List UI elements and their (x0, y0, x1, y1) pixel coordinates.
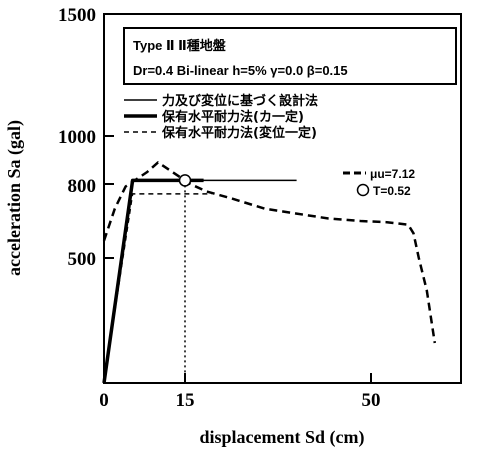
plot-frame (103, 13, 462, 384)
y-tick-label-500: 500 (68, 249, 97, 270)
info-box-line1: Type Ⅱ Ⅱ種地盤 (133, 38, 227, 53)
x-tick-label-15: 15 (176, 390, 195, 411)
series-line-3 (102, 161, 437, 344)
series-line-2 (103, 193, 212, 384)
legend: 力及び変位に基づく設計法 保有水平耐力法(カ一定) 保有水平耐力法(変位一定) (124, 93, 318, 141)
legend-label-1: 保有水平耐力法(カ一定) (161, 109, 304, 125)
series-line-0 (103, 179, 297, 384)
mu-annotation-label: μu=7.12 (370, 167, 415, 181)
design-point-marker (178, 174, 192, 187)
y-tick-label-800: 800 (68, 176, 97, 197)
x-axis-label: displacement Sd (cm) (200, 427, 365, 448)
y-tick-label-1000: 1000 (58, 127, 96, 148)
data-layer (102, 161, 437, 384)
info-box-line2: Dr=0.4 Bi-linear h=5% γ=0.0 β=0.15 (133, 63, 348, 78)
period-annotation-label: T=0.52 (373, 184, 411, 198)
x-tick-label-0: 0 (99, 390, 109, 411)
y-tick-label-1500: 1500 (58, 5, 96, 26)
period-annotation-marker (356, 183, 370, 197)
legend-label-2: 保有水平耐力法(変位一定) (161, 125, 317, 141)
y-axis-label: acceleration Sa (gal) (4, 120, 25, 276)
x-tick-label-50: 50 (362, 390, 381, 411)
x-tick-group: 0 15 50 (99, 373, 381, 411)
y-tick-group: 1500 1000 800 500 (58, 5, 114, 270)
legend-label-0: 力及び変位に基づく設計法 (162, 93, 318, 109)
info-box (123, 27, 457, 85)
